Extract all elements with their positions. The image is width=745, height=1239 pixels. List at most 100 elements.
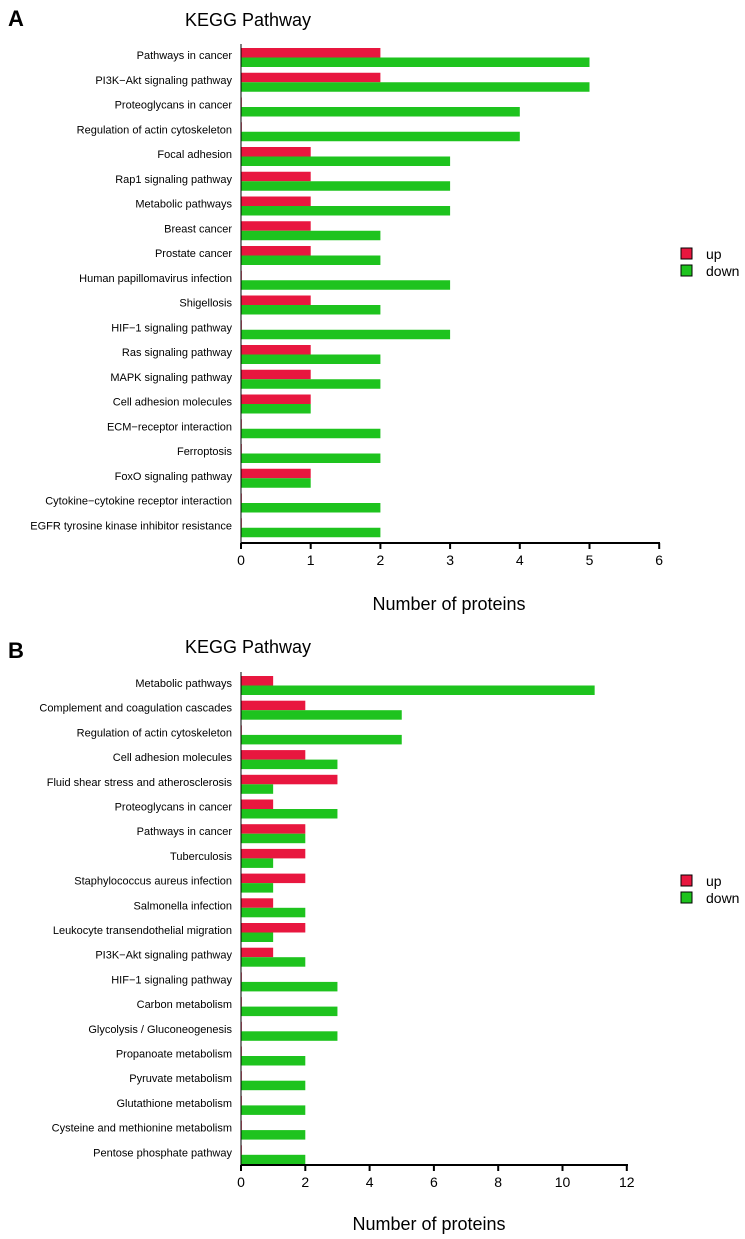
bar-down	[241, 329, 451, 340]
bar-up	[241, 369, 311, 380]
category-label: Pyruvate metabolism	[129, 1073, 232, 1085]
legend-swatch-up	[680, 874, 693, 887]
category-label: HIF−1 signaling pathway	[111, 322, 232, 334]
category-label: Metabolic pathways	[135, 678, 232, 690]
bar-up	[241, 295, 311, 305]
category-label: Propanoate metabolism	[116, 1049, 232, 1061]
x-tick-label: 1	[307, 552, 315, 568]
legend-label-down: down	[706, 263, 739, 279]
bar-up	[241, 898, 274, 908]
bar-up	[241, 676, 274, 686]
legend-swatch-down	[680, 891, 693, 904]
bar-up	[241, 774, 338, 785]
x-tick-label: 4	[366, 1174, 374, 1190]
bar-down	[241, 404, 311, 414]
chart-title-a: KEGG Pathway	[185, 10, 311, 30]
bar-up	[241, 799, 274, 809]
category-label: Shigellosis	[179, 298, 232, 310]
kegg-chart-b: B KEGG Pathway Number of proteins Metabo…	[8, 637, 739, 1234]
x-axis-label-b: Number of proteins	[352, 1214, 505, 1234]
legend-swatch-down	[680, 264, 693, 277]
x-axis-label-a: Number of proteins	[372, 594, 525, 614]
kegg-chart-a: A KEGG Pathway Number of proteins Pathwa…	[8, 6, 739, 614]
x-tick-label: 8	[494, 1174, 502, 1190]
category-label: Cytokine−cytokine receptor interaction	[45, 496, 232, 508]
bar-down	[241, 957, 306, 967]
bar-up	[241, 246, 311, 256]
bar-down	[241, 1130, 306, 1140]
category-label: Proteoglycans in cancer	[115, 802, 233, 814]
x-tick-label: 0	[237, 552, 245, 568]
panel-a: A KEGG Pathway Number of proteins Pathwa…	[8, 6, 739, 614]
category-label: Cysteine and methionine metabolism	[52, 1123, 232, 1135]
bar-up	[241, 48, 381, 58]
legend-label-up: up	[706, 246, 722, 262]
bar-down	[241, 907, 306, 918]
category-label: Ferroptosis	[177, 446, 233, 458]
category-label: Proteoglycans in cancer	[115, 100, 233, 112]
bar-down	[241, 883, 274, 893]
category-label: Complement and coagulation cascades	[39, 703, 232, 715]
bar-down	[241, 833, 306, 844]
bar-up	[241, 345, 311, 355]
bar-up	[241, 750, 306, 760]
category-label: Glycolysis / Gluconeogenesis	[88, 1024, 232, 1036]
category-label: Tuberculosis	[170, 851, 232, 863]
category-label: Pathways in cancer	[137, 50, 233, 62]
bar-up	[241, 848, 306, 859]
bar-down	[241, 156, 451, 166]
x-tick-label: 5	[586, 552, 594, 568]
bar-down	[241, 131, 520, 142]
category-label: Staphylococcus aureus infection	[74, 876, 232, 888]
bar-down	[241, 1154, 306, 1165]
bar-down	[241, 858, 274, 868]
x-tick-label: 12	[619, 1174, 635, 1190]
bar-down	[241, 1031, 338, 1041]
category-label: Pentose phosphate pathway	[93, 1147, 232, 1159]
bar-up	[241, 171, 311, 182]
bar-down	[241, 230, 381, 241]
bar-up	[241, 221, 311, 231]
bar-down	[241, 1105, 306, 1115]
bar-down	[241, 478, 311, 488]
bar-down	[241, 453, 381, 463]
bar-down	[241, 107, 520, 117]
bar-up	[241, 873, 306, 884]
category-label: PI3K−Akt signaling pathway	[95, 75, 232, 87]
bar-down	[241, 57, 590, 67]
bar-down	[241, 527, 381, 538]
category-label: FoxO signaling pathway	[115, 471, 233, 483]
category-label: Ras signaling pathway	[122, 347, 233, 359]
bar-up	[241, 468, 311, 479]
bar-down	[241, 255, 381, 265]
chart-title-b: KEGG Pathway	[185, 637, 311, 657]
bar-down	[241, 710, 402, 720]
x-tick-label: 10	[555, 1174, 571, 1190]
category-label: ECM−receptor interaction	[107, 421, 232, 433]
bar-up	[241, 72, 381, 83]
bar-down	[241, 734, 402, 745]
x-tick-label: 6	[430, 1174, 438, 1190]
bar-down	[241, 503, 381, 513]
category-label: HIF−1 signaling pathway	[111, 974, 232, 986]
bar-down	[241, 1056, 306, 1066]
x-tick-label: 4	[516, 552, 524, 568]
bar-down	[241, 685, 595, 695]
x-tick-label: 2	[301, 1174, 309, 1190]
x-tick-label: 2	[377, 552, 385, 568]
bar-down	[241, 809, 338, 819]
panel-b: B KEGG Pathway Number of proteins Metabo…	[0, 620, 745, 1239]
bar-down	[241, 784, 274, 794]
panel-letter-a: A	[8, 6, 24, 31]
bar-down	[241, 82, 590, 92]
category-label: PI3K−Akt signaling pathway	[95, 950, 232, 962]
category-label: Regulation of actin cytoskeleton	[77, 124, 232, 136]
panel-letter-b: B	[8, 638, 24, 663]
bar-down	[241, 759, 338, 770]
x-tick-label: 0	[237, 1174, 245, 1190]
bar-down	[241, 428, 381, 439]
legend-label-up: up	[706, 873, 722, 889]
x-tick-label: 3	[446, 552, 454, 568]
category-label: Fluid shear stress and atherosclerosis	[47, 777, 233, 789]
category-label: Carbon metabolism	[137, 999, 232, 1011]
